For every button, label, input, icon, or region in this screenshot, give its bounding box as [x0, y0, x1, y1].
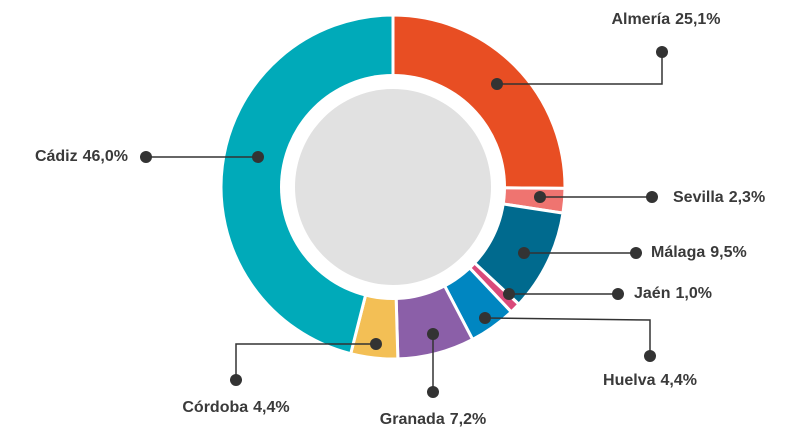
category-name: Jaén	[634, 285, 670, 302]
leader-dot	[656, 46, 668, 58]
leader-dot	[612, 288, 624, 300]
slice-label: Córdoba 4,4%	[182, 399, 289, 416]
slice-label: Málaga 9,5%	[651, 244, 747, 261]
leader-line	[484, 317, 651, 356]
leader-dot	[518, 247, 530, 259]
leader-dot	[491, 78, 503, 90]
category-name: Huelva	[603, 372, 656, 389]
value-label: 7,2%	[450, 411, 486, 428]
category-name: Granada	[380, 411, 445, 428]
leader-dot	[630, 247, 642, 259]
slice-label: Almería 25,1%	[611, 11, 720, 28]
category-name: Córdoba	[182, 399, 248, 416]
leader-dot	[534, 191, 546, 203]
slice-label: Cádiz 46,0%	[35, 148, 128, 165]
leader-dot	[646, 191, 658, 203]
leader-dot	[252, 151, 264, 163]
leader-line	[497, 52, 663, 85]
leader-dot	[479, 312, 491, 324]
leader-line	[235, 343, 376, 380]
value-label: 4,4%	[661, 372, 697, 389]
value-label: 4,4%	[253, 399, 289, 416]
center-disc	[295, 89, 491, 285]
category-name: Almería	[611, 11, 670, 28]
value-label: 2,3%	[729, 189, 765, 206]
slice-label: Huelva 4,4%	[603, 372, 697, 389]
value-label: 46,0%	[83, 148, 128, 165]
category-name: Cádiz	[35, 148, 78, 165]
leader-dot	[503, 288, 515, 300]
leader-dot	[644, 350, 656, 362]
leader-dot	[427, 328, 439, 340]
leader-dot	[140, 151, 152, 163]
leader-dot	[370, 338, 382, 350]
leader-dot	[230, 374, 242, 386]
slice-label: Sevilla 2,3%	[673, 189, 765, 206]
value-label: 9,5%	[710, 244, 746, 261]
category-name: Sevilla	[673, 189, 724, 206]
value-label: 1,0%	[675, 285, 711, 302]
slice-label: Jaén 1,0%	[634, 285, 712, 302]
leaders: Almería 25,1% Sevilla 2,3% Málaga 9,5% Jaén 1,0…	[35, 11, 765, 428]
value-label: 25,1%	[675, 11, 720, 28]
leader-dot	[427, 386, 439, 398]
slice-label: Granada 7,2%	[380, 411, 486, 428]
category-name: Málaga	[651, 244, 705, 261]
